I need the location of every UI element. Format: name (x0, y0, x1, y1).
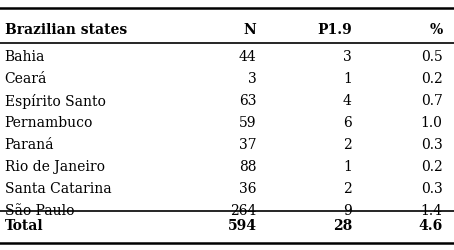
Text: P1.9: P1.9 (317, 22, 352, 36)
Text: 1.0: 1.0 (421, 116, 443, 130)
Text: Pernambuco: Pernambuco (5, 116, 93, 130)
Text: Total: Total (5, 218, 43, 232)
Text: 1.4: 1.4 (421, 204, 443, 218)
Text: 1: 1 (343, 72, 352, 86)
Text: 2: 2 (343, 138, 352, 152)
Text: 0.5: 0.5 (421, 50, 443, 64)
Text: Rio de Janeiro: Rio de Janeiro (5, 160, 104, 174)
Text: 4: 4 (343, 94, 352, 108)
Text: Espírito Santo: Espírito Santo (5, 94, 105, 109)
Text: 0.3: 0.3 (421, 138, 443, 152)
Text: N: N (244, 22, 257, 36)
Text: 0.3: 0.3 (421, 182, 443, 196)
Text: 594: 594 (227, 218, 257, 232)
Text: Bahia: Bahia (5, 50, 45, 64)
Text: 3: 3 (248, 72, 257, 86)
Text: Santa Catarina: Santa Catarina (5, 182, 111, 196)
Text: 0.2: 0.2 (421, 160, 443, 174)
Text: 6: 6 (343, 116, 352, 130)
Text: %: % (429, 22, 443, 36)
Text: 88: 88 (239, 160, 257, 174)
Text: 44: 44 (239, 50, 257, 64)
Text: 36: 36 (239, 182, 257, 196)
Text: 3: 3 (343, 50, 352, 64)
Text: 264: 264 (230, 204, 257, 218)
Text: 0.2: 0.2 (421, 72, 443, 86)
Text: São Paulo: São Paulo (5, 204, 74, 218)
Text: 37: 37 (239, 138, 257, 152)
Text: 4.6: 4.6 (419, 218, 443, 232)
Text: Ceará: Ceará (5, 72, 47, 86)
Text: 0.7: 0.7 (421, 94, 443, 108)
Text: Paraná: Paraná (5, 138, 54, 152)
Text: 28: 28 (333, 218, 352, 232)
Text: 63: 63 (239, 94, 257, 108)
Text: 59: 59 (239, 116, 257, 130)
Text: 2: 2 (343, 182, 352, 196)
Text: 1: 1 (343, 160, 352, 174)
Text: Brazilian states: Brazilian states (5, 22, 127, 36)
Text: 9: 9 (343, 204, 352, 218)
